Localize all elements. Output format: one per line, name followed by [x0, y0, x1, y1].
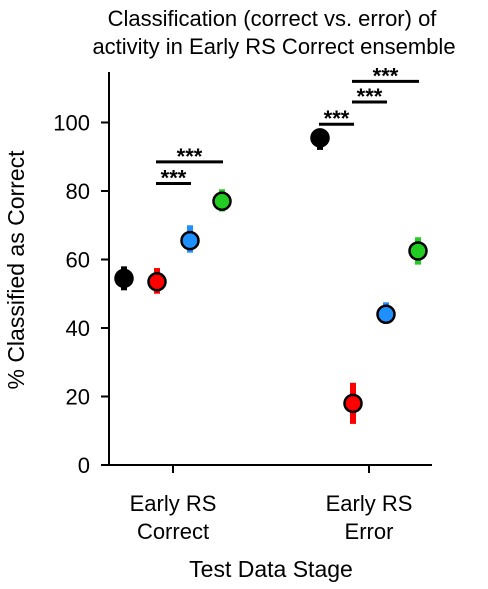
y-axis-label: % Classified as Correct: [3, 150, 29, 390]
x-axis-label: Test Data Stage: [189, 556, 353, 582]
x-tick-label: Correct: [137, 519, 209, 544]
x-tick-label: Error: [345, 519, 394, 544]
y-ticks: 0 20 40 60 80 100: [53, 111, 109, 478]
data-point: [310, 128, 330, 148]
data-point: [212, 191, 232, 212]
x-tick-label: Early RS: [326, 491, 413, 516]
significance-label: ***: [324, 106, 350, 131]
significance-label: ***: [373, 63, 399, 88]
data-point: [343, 393, 363, 414]
significance-label: ***: [357, 84, 383, 109]
significance-bars: ***************: [156, 63, 419, 190]
significance-label: ***: [177, 144, 203, 169]
chart-title-line-1: Classification (correct vs. error) of: [108, 6, 438, 31]
chart-title-line-2: activity in Early RS Correct ensemble: [92, 34, 455, 59]
data-point: [180, 230, 200, 251]
data-point: [376, 304, 396, 325]
significance-label: ***: [161, 165, 187, 190]
y-tick-label: 40: [66, 316, 90, 341]
data-points: [114, 128, 428, 424]
data-point: [147, 272, 167, 292]
x-ticks: Early RS Correct Early RS Error: [130, 465, 413, 544]
x-tick-label: Early RS: [130, 491, 217, 516]
y-tick-label: 60: [66, 248, 90, 273]
y-tick-label: 100: [53, 111, 90, 136]
y-tick-label: 80: [66, 179, 90, 204]
y-tick-label: 0: [78, 453, 90, 478]
data-point: [114, 268, 134, 289]
data-point: [408, 241, 428, 261]
y-tick-label: 20: [66, 385, 90, 410]
